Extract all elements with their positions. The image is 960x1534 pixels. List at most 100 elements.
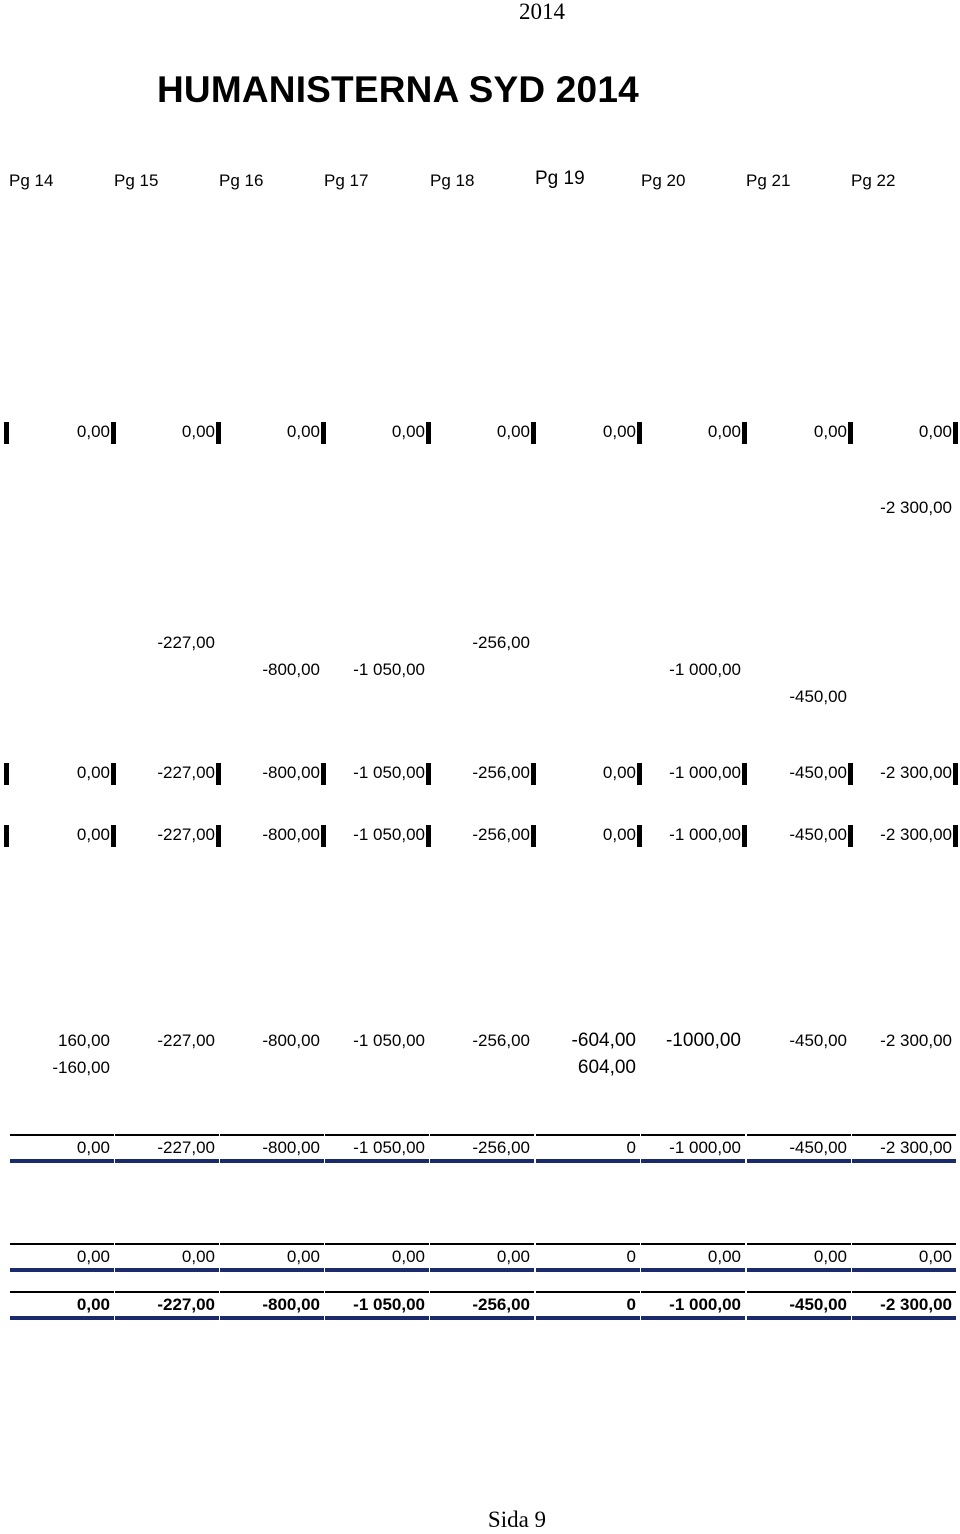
- cell-value: -800,00: [262, 1138, 320, 1157]
- cell-bottom-rule: [10, 1316, 114, 1320]
- cell-top-rule: [747, 1291, 851, 1293]
- row-entry-b: -227,00 -256,00: [0, 630, 960, 658]
- cell-value: -450,00: [789, 763, 847, 782]
- cell-value: 0,00: [707, 1247, 741, 1266]
- cell-value: -256,00: [472, 1138, 530, 1157]
- cell-border-marker: [321, 422, 326, 444]
- cell-bottom-rule: [115, 1268, 219, 1272]
- page-number: Sida 9: [487, 1507, 547, 1532]
- cell-top-rule: [641, 1134, 745, 1136]
- cell-border-marker: [637, 422, 642, 444]
- cell-value: 0,00: [496, 422, 530, 441]
- row-entry-d: -450,00: [0, 684, 960, 712]
- column-header: Pg 20: [641, 171, 686, 190]
- cell-bottom-rule: [430, 1159, 534, 1163]
- row-zeros: 0,00 0,00 0,00 0,00 0,00 0,00 0,00 0,00 0,00: [0, 419, 960, 447]
- cell-bottom-rule: [852, 1159, 956, 1163]
- cell-border-marker: [4, 763, 9, 785]
- cell-value: 0,00: [707, 422, 741, 441]
- cell-bottom-rule: [641, 1268, 745, 1272]
- cell-bottom-rule: [220, 1159, 324, 1163]
- cell-value: -450,00: [789, 1295, 847, 1314]
- cell-value: -800,00: [262, 825, 320, 844]
- cell-value: 0,00: [286, 1247, 320, 1266]
- cell-border-marker: [953, 825, 958, 847]
- cell-border-marker: [216, 763, 221, 785]
- row-adj-2: -160,00 604,00: [0, 1055, 960, 1083]
- cell-border-marker: [742, 763, 747, 785]
- cell-top-rule: [220, 1134, 324, 1136]
- cell-bottom-rule: [430, 1268, 534, 1272]
- cell-top-rule: [115, 1134, 219, 1136]
- cell-top-rule: [536, 1243, 640, 1245]
- cell-value: -1 050,00: [353, 660, 425, 679]
- cell-bottom-rule: [220, 1268, 324, 1272]
- column-header: Pg 18: [430, 171, 475, 190]
- cell-border-marker: [637, 763, 642, 785]
- cell-border-marker: [426, 422, 431, 444]
- cell-value: -2 300,00: [880, 763, 952, 782]
- cell-bottom-rule: [641, 1159, 745, 1163]
- cell-bottom-rule: [115, 1159, 219, 1163]
- cell-value: 0,00: [602, 422, 636, 441]
- cell-value: -800,00: [262, 1295, 320, 1314]
- cell-border-marker: [4, 422, 9, 444]
- cell-top-rule: [220, 1291, 324, 1293]
- cell-value: -227,00: [157, 1295, 215, 1314]
- cell-top-rule: [747, 1134, 851, 1136]
- cell-border-marker: [637, 825, 642, 847]
- cell-bottom-rule: [536, 1316, 640, 1320]
- cell-value: 0,00: [391, 1247, 425, 1266]
- cell-border-marker: [216, 825, 221, 847]
- column-header: Pg 15: [114, 171, 159, 190]
- cell-top-rule: [852, 1134, 956, 1136]
- cell-value: -256,00: [472, 633, 530, 652]
- cell-bottom-rule: [536, 1159, 640, 1163]
- cell-top-rule: [115, 1291, 219, 1293]
- cell-border-marker: [216, 422, 221, 444]
- cell-value: 0: [626, 1295, 636, 1314]
- cell-value: 0,00: [76, 763, 110, 782]
- cell-bottom-rule: [325, 1316, 429, 1320]
- cell-top-rule: [430, 1134, 534, 1136]
- cell-value: 0,00: [181, 1247, 215, 1266]
- cell-value: -450,00: [789, 687, 847, 706]
- cell-value: -1 000,00: [669, 825, 741, 844]
- cell-border-marker: [531, 825, 536, 847]
- cell-value: -450,00: [789, 825, 847, 844]
- cell-value: -227,00: [157, 1031, 215, 1050]
- cell-border-marker: [742, 825, 747, 847]
- cell-bottom-rule: [852, 1316, 956, 1320]
- cell-bottom-rule: [747, 1268, 851, 1272]
- cell-value: -2 300,00: [880, 1031, 952, 1050]
- cell-top-rule: [10, 1243, 114, 1245]
- row-total-2: 0,00 0,00 0,00 0,00 0,00 0 0,00 0,00 0,00: [0, 1243, 960, 1272]
- cell-value: -256,00: [472, 763, 530, 782]
- cell-top-rule: [536, 1134, 640, 1136]
- cell-top-rule: [430, 1243, 534, 1245]
- row-sum-2: 0,00 -227,00 -800,00 -1 050,00 -256,00 0,00 -1…: [0, 822, 960, 850]
- cell-value: 0,00: [286, 422, 320, 441]
- cell-value: 0,00: [602, 763, 636, 782]
- cell-border-marker: [531, 763, 536, 785]
- cell-border-marker: [848, 763, 853, 785]
- cell-border-marker: [4, 825, 9, 847]
- cell-value: -256,00: [472, 1031, 530, 1050]
- cell-value: -450,00: [789, 1031, 847, 1050]
- cell-top-rule: [852, 1291, 956, 1293]
- cell-border-marker: [953, 422, 958, 444]
- cell-value: -2 300,00: [880, 1138, 952, 1157]
- cell-value: -1 050,00: [353, 763, 425, 782]
- cell-top-rule: [641, 1243, 745, 1245]
- cell-value: -256,00: [472, 1295, 530, 1314]
- cell-value: -160,00: [52, 1058, 110, 1077]
- row-entry-a: -2 300,00: [0, 495, 960, 523]
- row-entry-c: -800,00 -1 050,00 -1 000,00: [0, 657, 960, 685]
- cell-value: 0: [626, 1247, 636, 1266]
- cell-top-rule: [536, 1291, 640, 1293]
- cell-value: -1 050,00: [353, 825, 425, 844]
- cell-value: -1 000,00: [669, 1138, 741, 1157]
- cell-border-marker: [426, 825, 431, 847]
- cell-top-rule: [325, 1134, 429, 1136]
- page-year: 2014: [519, 0, 565, 24]
